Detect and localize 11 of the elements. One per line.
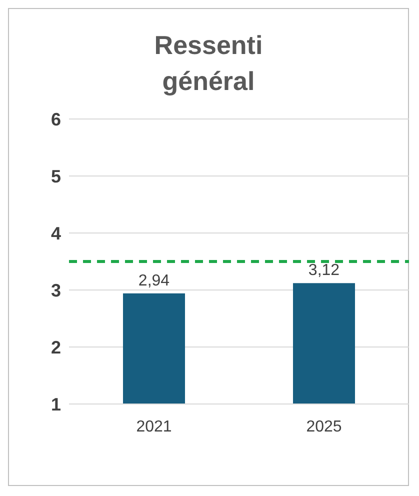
data-label: 2,94: [138, 272, 170, 290]
x-tick-label: 2021: [136, 418, 172, 436]
y-tick-label: 3: [50, 280, 61, 300]
x-tick-label: 2025: [306, 418, 342, 436]
y-tick-label: 2: [50, 337, 61, 358]
y-tick-label: 4: [50, 223, 61, 244]
y-tick-label: 5: [50, 166, 61, 186]
y-tick-label: 6: [50, 109, 61, 130]
chart-title: Ressenti général: [153, 29, 264, 98]
y-tick-label: 1: [50, 394, 61, 414]
data-label: 3,12: [308, 262, 340, 280]
